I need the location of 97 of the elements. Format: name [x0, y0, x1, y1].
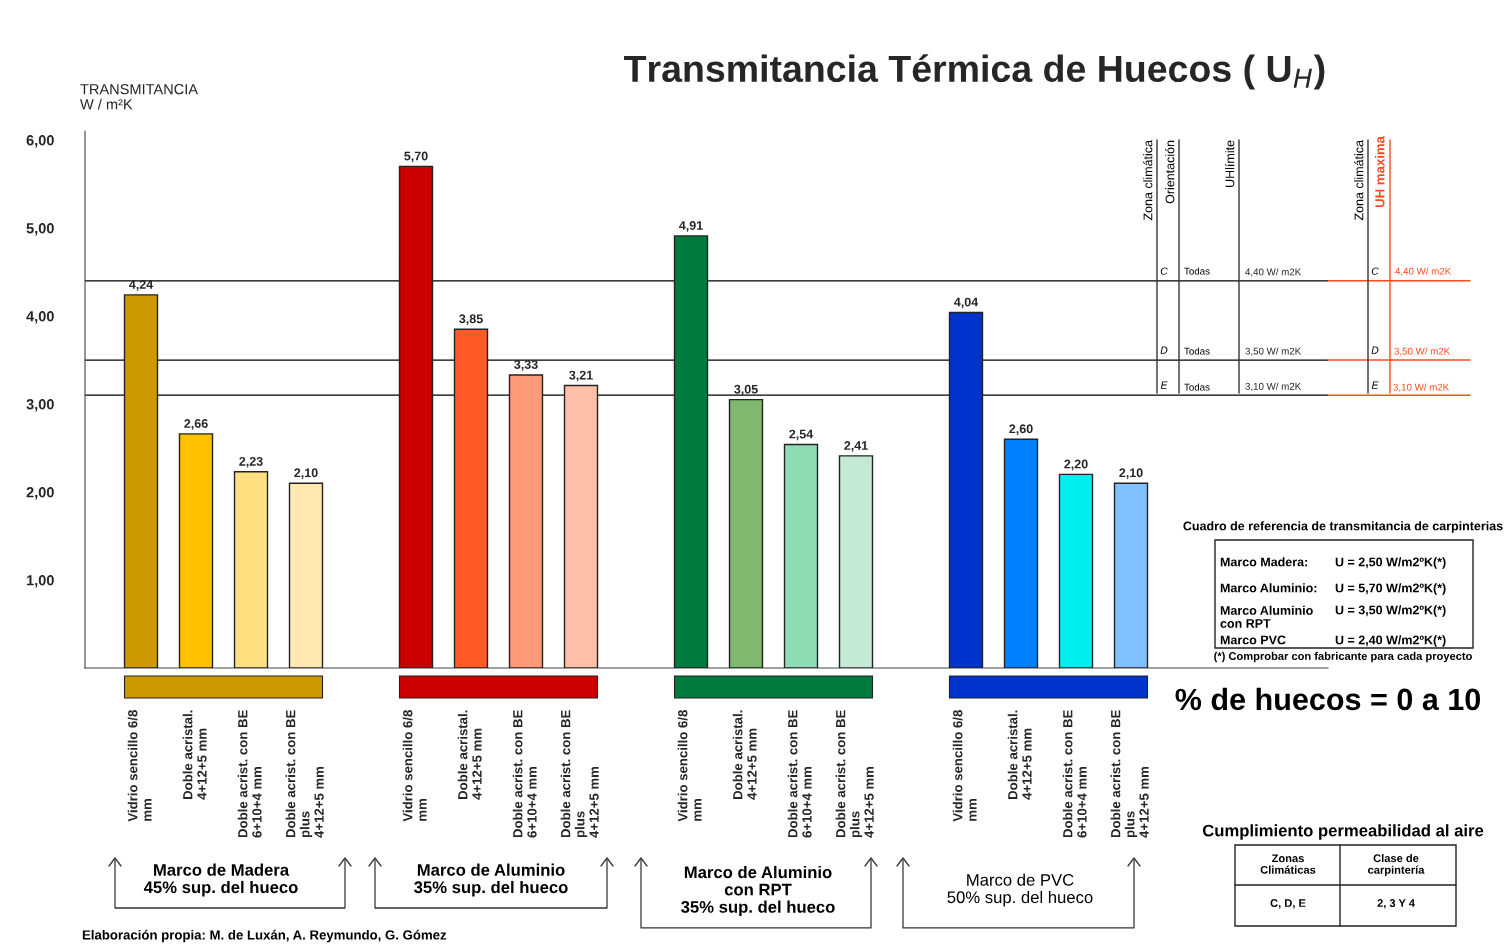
text: C: [1160, 267, 1168, 275]
bar: [233, 471, 269, 668]
data-label: 5,70: [404, 151, 428, 163]
x-tick-label: Doble acristal. 4+12+5 mm: [1007, 710, 1032, 800]
ref-line-label: 4,40 W/ m2K: [1245, 268, 1302, 277]
text: Todas: [1184, 383, 1210, 391]
bar: [1113, 482, 1149, 668]
bar: [728, 398, 764, 668]
bar: [453, 328, 489, 668]
text: Elaboración propia: M. de Luxán, A. Reymundo, G. Gómez: [82, 929, 447, 943]
text: Todas: [1184, 267, 1210, 275]
text: Cumplimiento permeabilidad al aire: [1202, 824, 1484, 840]
bar: [783, 443, 819, 668]
x-tick-label: Doble acrist. con BE plus 4+12+5 mm: [1110, 710, 1149, 838]
x-tick-label: Doble acristal. 4+12+5 mm: [457, 710, 482, 800]
x-tick-label: Vidrio sencillo 6/8 mm: [952, 710, 977, 822]
y-tick-label: 1,00: [26, 575, 54, 588]
bar: [398, 165, 434, 668]
annotation: Zona climática: [1143, 140, 1153, 221]
y-tick-label: 6,00: [26, 135, 54, 148]
data-label: 2,10: [1119, 468, 1143, 480]
y-axis-title: TRANSMITANCIA W / m²K: [80, 84, 198, 110]
text: Zona climática: [1354, 140, 1364, 221]
y-tick-label: 2,00: [26, 487, 54, 500]
data-label: 2,23: [239, 456, 263, 468]
text: Marco de Aluminio 35% sup. del hueco: [414, 863, 568, 897]
bar: [1058, 473, 1094, 668]
y-tick-label: 4,00: [26, 311, 54, 324]
data-label: 2,41: [844, 441, 868, 452]
text: UHlímite: [1225, 140, 1235, 187]
text: Marco de Aluminio con RPT 35% sup. del hueco: [681, 865, 835, 917]
text: UH maxima: [1374, 135, 1385, 208]
text: Marco Aluminio:: [1220, 583, 1317, 593]
data-label: 4,91: [679, 221, 703, 232]
bar: [838, 455, 874, 668]
x-tick-label: Doble acrist. con BE plus 4+12+5 mm: [285, 710, 324, 838]
data-label: 2,10: [294, 468, 318, 480]
bar: [508, 374, 544, 668]
chart-title: Transmitancia Térmica de Huecos ( U$_{H}$): [624, 54, 1325, 90]
data-label: 2,66: [184, 419, 208, 430]
text: 4,40 W/ m2K: [1395, 267, 1452, 276]
y-tick-label: 3,00: [26, 399, 54, 412]
text: C: [1371, 267, 1379, 275]
text: D: [1371, 346, 1379, 354]
text: E: [1160, 381, 1168, 389]
bar: [1003, 438, 1039, 668]
text: U = 2,50 W/m2ºK(*): [1335, 557, 1446, 569]
text: 3,50 W/ m2K: [1394, 347, 1451, 356]
text: Marco de Madera 45% sup. del hueco: [143, 863, 298, 897]
x-tick-label: Vidrio sencillo 6/8 mm: [402, 710, 427, 822]
text: U = 2,40 W/m2ºK(*): [1335, 635, 1446, 647]
text: Clase de carpintería: [1368, 853, 1425, 877]
bar: [123, 294, 159, 668]
bar: [178, 433, 214, 668]
x-tick-label: Doble acrist. con BE 6+10+4 mm: [512, 710, 537, 838]
text: E: [1371, 381, 1379, 389]
text: Marco de PVC 50% sup. del hueco: [947, 873, 1093, 907]
text: C, D, E: [1270, 899, 1306, 909]
data-label: 2,20: [1064, 459, 1088, 471]
bar: [673, 235, 709, 668]
text: U = 5,70 W/m2ºK(*): [1335, 583, 1446, 595]
ref-line-label: 3,10 W/ m2K: [1245, 382, 1302, 391]
text: Orientación: [1165, 140, 1175, 204]
x-tick-label: Doble acrist. con BE 6+10+4 mm: [1062, 710, 1087, 838]
text: Marco Aluminio con RPT: [1220, 605, 1313, 628]
text: Marco Madera:: [1220, 557, 1308, 567]
x-tick-label: Doble acrist. con BE 6+10+4 mm: [787, 710, 812, 838]
data-label: 3,05: [734, 384, 758, 396]
x-tick-label: Doble acristal. 4+12+5 mm: [182, 710, 207, 800]
text: Cuadro de referencia de transmitancia de carpinterias: [1183, 521, 1503, 533]
bar: [288, 482, 324, 668]
x-tick-label: Vidrio sencillo 6/8 mm: [127, 710, 152, 822]
text: U = 3,50 W/m2ºK(*): [1335, 605, 1446, 617]
x-tick-label: Doble acristal. 4+12+5 mm: [732, 710, 757, 800]
text: Zonas Climáticas: [1260, 854, 1316, 874]
y-tick-label: 5,00: [26, 223, 54, 236]
x-tick-label: Vidrio sencillo 6/8 mm: [677, 710, 702, 822]
bar: [948, 311, 984, 668]
text: 3,10 W/ m2K: [1393, 383, 1450, 392]
text: D: [1160, 346, 1168, 354]
data-label: 3,85: [459, 314, 483, 326]
data-label: 4,24: [129, 280, 154, 291]
text: % de huecos = 0 a 10: [1175, 687, 1481, 711]
text: 2, 3 Y 4: [1377, 899, 1415, 909]
x-tick-label: Doble acrist. con BE plus 4+12+5 mm: [835, 710, 874, 838]
text: Marco PVC: [1220, 635, 1286, 645]
x-tick-label: Doble acrist. con BE 6+10+4 mm: [237, 710, 262, 838]
bar: [563, 384, 599, 668]
data-label: 2,54: [789, 429, 814, 441]
data-label: 3,21: [569, 370, 593, 382]
data-label: 2,60: [1009, 424, 1033, 436]
text: Todas: [1184, 347, 1210, 355]
data-label: 3,33: [514, 360, 538, 371]
data-label: 4,04: [954, 297, 979, 309]
ref-line-label: 3,50 W/ m2K: [1245, 347, 1302, 356]
text: (*) Comprobar con fabricante para cada proyecto: [1214, 651, 1472, 663]
x-tick-label: Doble acrist. con BE plus 4+12+5 mm: [560, 710, 599, 838]
